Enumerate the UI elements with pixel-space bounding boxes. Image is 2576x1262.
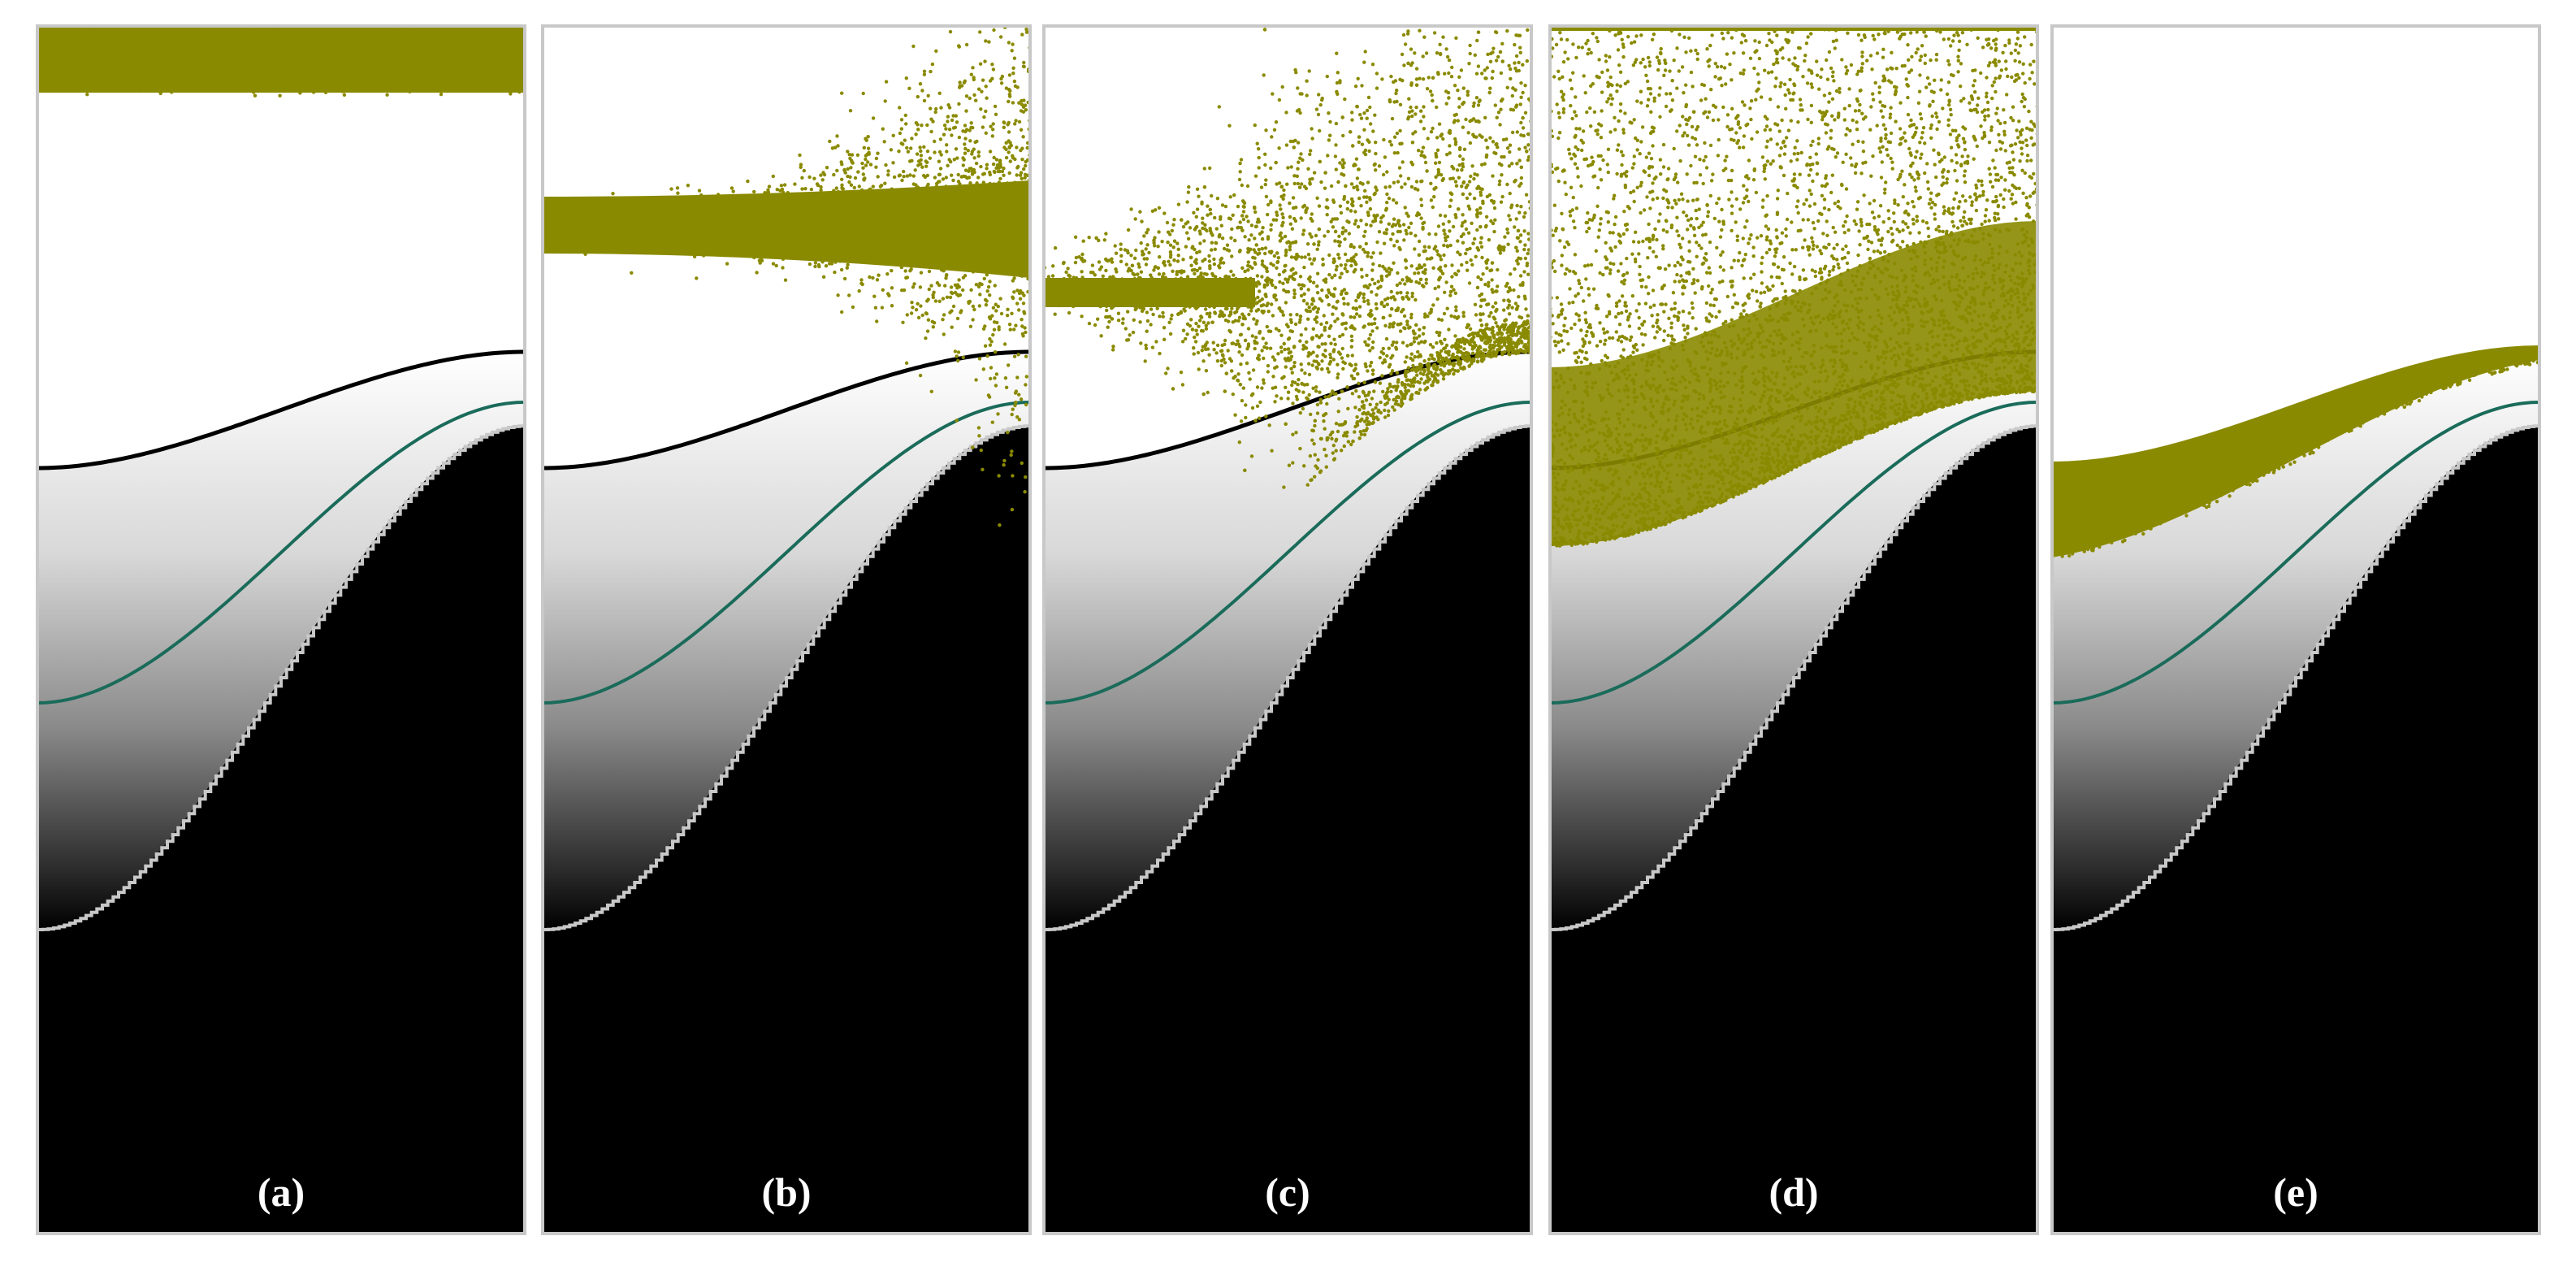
black-region [37, 426, 525, 1234]
panel-label-b: (b) [761, 1169, 811, 1215]
panel-border [541, 24, 1032, 1235]
gradient-field [543, 352, 1030, 930]
panel-border [1548, 24, 2039, 1235]
lower-boundary-curve [37, 424, 525, 931]
panel-b: (b) [541, 24, 1032, 1235]
panel-label-e: (e) [2273, 1169, 2318, 1215]
panel-border [2050, 24, 2541, 1235]
particles-b [543, 26, 1030, 527]
panel-d: (d) [1548, 24, 2039, 1235]
lower-boundary-curve [543, 424, 1030, 931]
panel-label-d: (d) [1769, 1169, 1818, 1215]
particles-e [2052, 345, 2539, 558]
middle-boundary-curve [543, 401, 1030, 705]
panel-c: (c) [1042, 24, 1533, 1235]
panel-a: (a) [36, 24, 526, 1235]
panel-e: (e) [2050, 24, 2541, 1235]
middle-boundary-curve [1550, 401, 2037, 705]
upper-boundary-curve [543, 349, 1030, 471]
panel-border [36, 24, 526, 1235]
panel-label-a: (a) [258, 1169, 305, 1215]
panel-label-c: (c) [1265, 1169, 1310, 1215]
particles-d [1550, 26, 2037, 548]
middle-boundary-curve [37, 401, 525, 705]
black-region [1550, 426, 2037, 1234]
particles-a [37, 26, 525, 98]
middle-boundary-curve [2052, 401, 2539, 705]
panel-border [1042, 24, 1533, 1235]
lower-boundary-curve [1550, 424, 2037, 931]
particles-c [1044, 28, 1531, 489]
black-region [1044, 426, 1531, 1234]
lower-boundary-curve [2052, 424, 2539, 931]
black-region [543, 426, 1030, 1234]
upper-boundary-curve [37, 349, 525, 471]
gradient-field [37, 352, 525, 930]
gradient-field [1044, 352, 1531, 930]
lower-boundary-curve [1044, 424, 1531, 931]
black-region [2052, 426, 2539, 1234]
middle-boundary-curve [1044, 401, 1531, 705]
